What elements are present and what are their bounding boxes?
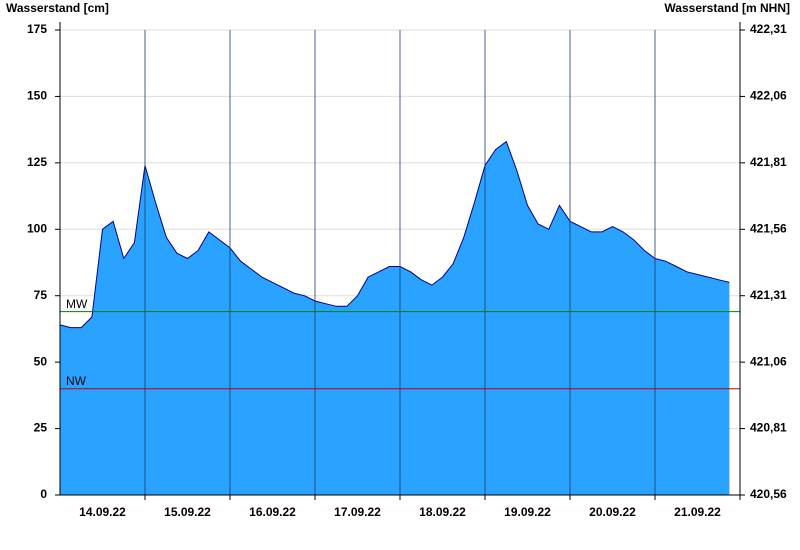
- x-tick-label: 19.09.22: [504, 505, 551, 519]
- y2-axis-title: Wasserstand [m NHN]: [664, 1, 790, 15]
- y2-tick-label: 421,06: [750, 354, 787, 368]
- x-tick-label: 14.09.22: [79, 505, 126, 519]
- y2-tick-label: 422,31: [750, 22, 787, 36]
- y-axis-title: Wasserstand [cm]: [6, 1, 109, 15]
- y-tick-label: 150: [27, 89, 47, 103]
- x-tick-label: 16.09.22: [249, 505, 296, 519]
- y-tick-label: 100: [27, 221, 47, 235]
- x-tick-label: 21.09.22: [674, 505, 721, 519]
- x-tick-label: 18.09.22: [419, 505, 466, 519]
- y-tick-label: 50: [34, 354, 48, 368]
- y-tick-label: 75: [34, 288, 48, 302]
- reference-label: MW: [66, 297, 88, 311]
- y2-tick-label: 421,56: [750, 221, 787, 235]
- y-tick-label: 125: [27, 155, 47, 169]
- y-tick-label: 25: [34, 421, 48, 435]
- x-tick-label: 17.09.22: [334, 505, 381, 519]
- y-tick-label: 0: [40, 487, 47, 501]
- y2-tick-label: 421,31: [750, 288, 787, 302]
- x-tick-label: 15.09.22: [164, 505, 211, 519]
- x-tick-label: 20.09.22: [589, 505, 636, 519]
- reference-label: NW: [66, 374, 87, 388]
- area-line: [59, 140, 730, 329]
- y2-tick-label: 422,06: [750, 89, 787, 103]
- y-tick-label: 175: [27, 22, 47, 36]
- y2-tick-label: 420,81: [750, 421, 787, 435]
- y2-tick-label: 420,56: [750, 487, 787, 501]
- area: [60, 141, 730, 495]
- y2-tick-label: 421,81: [750, 155, 787, 169]
